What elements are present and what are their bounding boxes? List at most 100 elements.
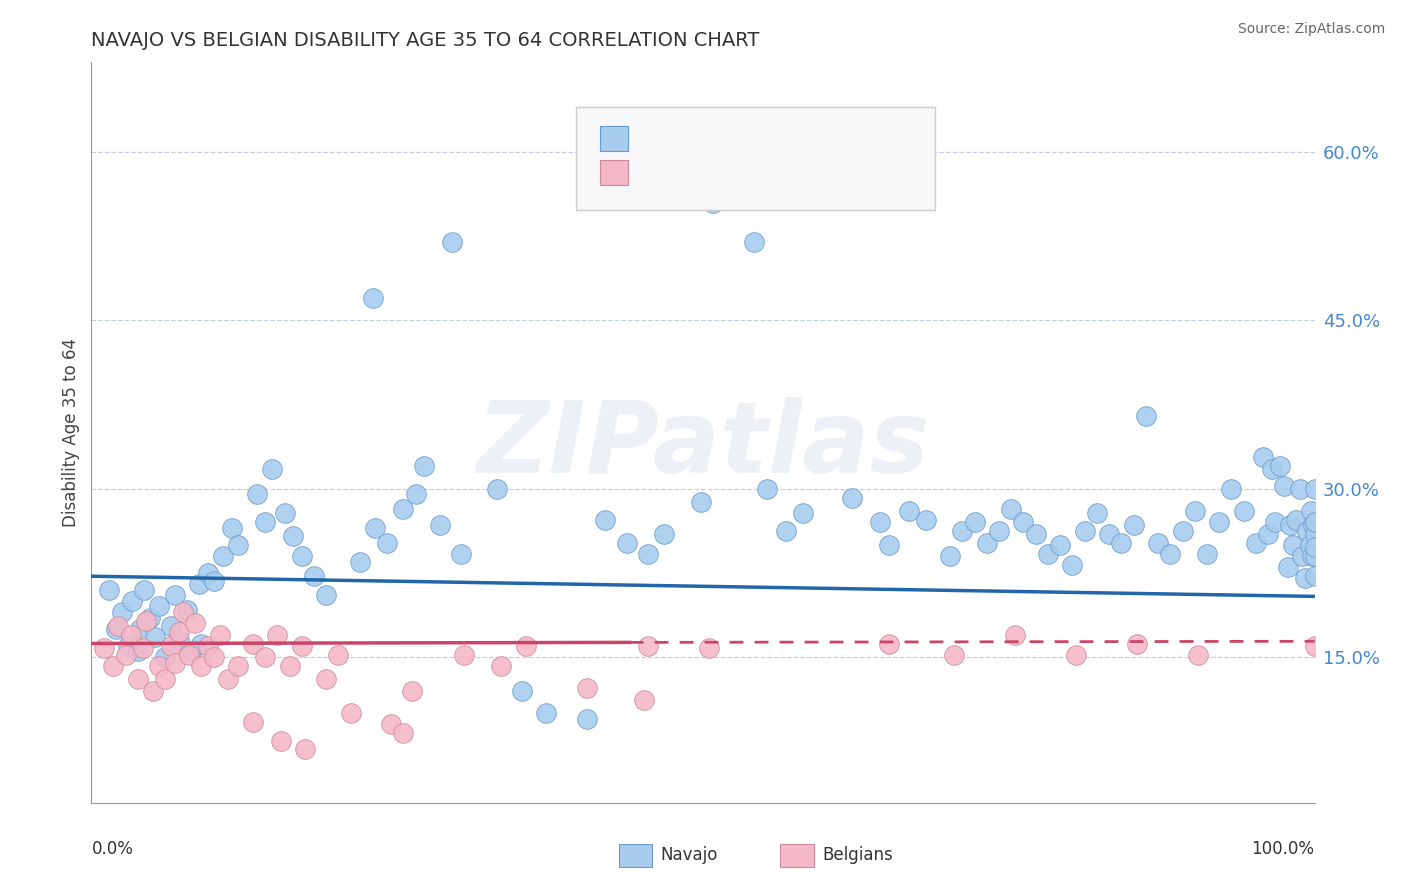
Point bbox=[914, 513, 936, 527]
Point bbox=[361, 291, 384, 305]
Point bbox=[184, 616, 207, 631]
Point bbox=[1135, 409, 1157, 423]
Point bbox=[1285, 513, 1308, 527]
Point bbox=[120, 627, 142, 641]
Point bbox=[976, 535, 998, 549]
Point bbox=[1303, 482, 1326, 496]
Point bbox=[637, 639, 659, 653]
Point bbox=[1012, 516, 1035, 530]
Point bbox=[1303, 569, 1326, 583]
Point bbox=[208, 627, 231, 641]
Point bbox=[1261, 461, 1284, 475]
Point bbox=[278, 659, 301, 673]
Point bbox=[1303, 639, 1326, 653]
Point bbox=[1195, 547, 1218, 561]
Point bbox=[283, 529, 305, 543]
Point bbox=[226, 659, 249, 673]
Point bbox=[1184, 504, 1206, 518]
Point bbox=[1257, 526, 1279, 541]
Point bbox=[245, 487, 267, 501]
Point bbox=[575, 681, 598, 696]
Point bbox=[637, 547, 659, 561]
Text: 0.004: 0.004 bbox=[689, 163, 752, 181]
Point bbox=[172, 605, 194, 619]
Point bbox=[202, 574, 225, 588]
Point bbox=[1122, 517, 1144, 532]
Text: N =: N = bbox=[769, 163, 808, 181]
Point bbox=[413, 459, 436, 474]
Point bbox=[315, 673, 337, 687]
Point bbox=[315, 588, 337, 602]
Point bbox=[190, 636, 212, 650]
Point bbox=[202, 650, 225, 665]
Point bbox=[1244, 535, 1267, 549]
Point bbox=[93, 640, 115, 655]
Point bbox=[160, 618, 183, 632]
Point bbox=[179, 648, 201, 662]
Point bbox=[401, 683, 423, 698]
Point bbox=[291, 549, 314, 563]
Text: -0.040: -0.040 bbox=[689, 129, 754, 147]
Text: Belgians: Belgians bbox=[823, 846, 893, 863]
Point bbox=[197, 639, 219, 653]
Point bbox=[486, 482, 509, 496]
Point bbox=[869, 516, 891, 530]
Point bbox=[1299, 504, 1322, 518]
Point bbox=[942, 648, 965, 662]
Point bbox=[169, 625, 191, 640]
Point bbox=[689, 495, 711, 509]
Point bbox=[755, 482, 778, 496]
Text: Source: ZipAtlas.com: Source: ZipAtlas.com bbox=[1237, 22, 1385, 37]
Text: 0.0%: 0.0% bbox=[91, 840, 134, 858]
Point bbox=[270, 734, 292, 748]
Point bbox=[1049, 538, 1071, 552]
Point bbox=[153, 650, 176, 665]
Point bbox=[254, 650, 277, 665]
Point bbox=[1220, 482, 1243, 496]
Point bbox=[129, 622, 152, 636]
Point bbox=[1303, 549, 1326, 563]
Point bbox=[294, 742, 316, 756]
Point bbox=[392, 726, 415, 740]
Point bbox=[180, 644, 202, 658]
Point bbox=[148, 599, 170, 614]
Text: 100.0%: 100.0% bbox=[1251, 840, 1315, 858]
Point bbox=[1272, 479, 1295, 493]
Point bbox=[163, 656, 186, 670]
Point bbox=[1098, 526, 1121, 541]
Point bbox=[349, 555, 371, 569]
Point bbox=[135, 614, 157, 628]
Point bbox=[141, 683, 163, 698]
Point bbox=[103, 659, 125, 673]
Text: N =: N = bbox=[769, 129, 808, 147]
Point bbox=[163, 588, 186, 602]
Point bbox=[1171, 524, 1194, 539]
Point bbox=[1147, 535, 1170, 549]
Point bbox=[575, 712, 598, 726]
Point bbox=[266, 627, 288, 641]
Point bbox=[114, 648, 136, 662]
Point bbox=[593, 513, 616, 527]
Text: R =: R = bbox=[643, 163, 682, 181]
Point bbox=[1277, 560, 1299, 574]
Point bbox=[1302, 517, 1324, 532]
Point bbox=[841, 491, 863, 505]
Point bbox=[652, 526, 675, 541]
Point bbox=[963, 516, 986, 530]
Point bbox=[1036, 547, 1059, 561]
Point bbox=[897, 504, 920, 518]
Text: ZIPatlas: ZIPatlas bbox=[477, 398, 929, 494]
Point bbox=[107, 618, 129, 632]
Point bbox=[339, 706, 361, 720]
Point bbox=[139, 610, 162, 624]
Point bbox=[212, 549, 235, 563]
Point bbox=[510, 683, 533, 698]
Point bbox=[127, 644, 149, 658]
Point bbox=[111, 605, 134, 619]
Point bbox=[1301, 549, 1323, 563]
Point bbox=[633, 692, 655, 706]
Point bbox=[221, 521, 243, 535]
Point bbox=[429, 517, 451, 532]
Point bbox=[104, 622, 127, 636]
Point bbox=[450, 547, 472, 561]
